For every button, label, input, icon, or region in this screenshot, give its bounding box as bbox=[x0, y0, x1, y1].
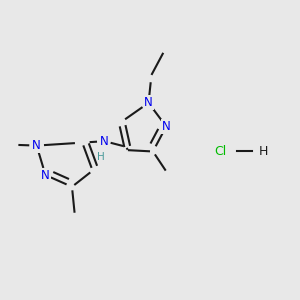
Text: Cl: Cl bbox=[214, 145, 227, 158]
Text: H: H bbox=[97, 152, 105, 162]
Text: N: N bbox=[162, 120, 171, 133]
Text: N: N bbox=[32, 139, 41, 152]
Text: N: N bbox=[41, 169, 50, 182]
Text: N: N bbox=[100, 135, 109, 148]
Text: N: N bbox=[144, 96, 153, 110]
Text: H: H bbox=[259, 145, 268, 158]
